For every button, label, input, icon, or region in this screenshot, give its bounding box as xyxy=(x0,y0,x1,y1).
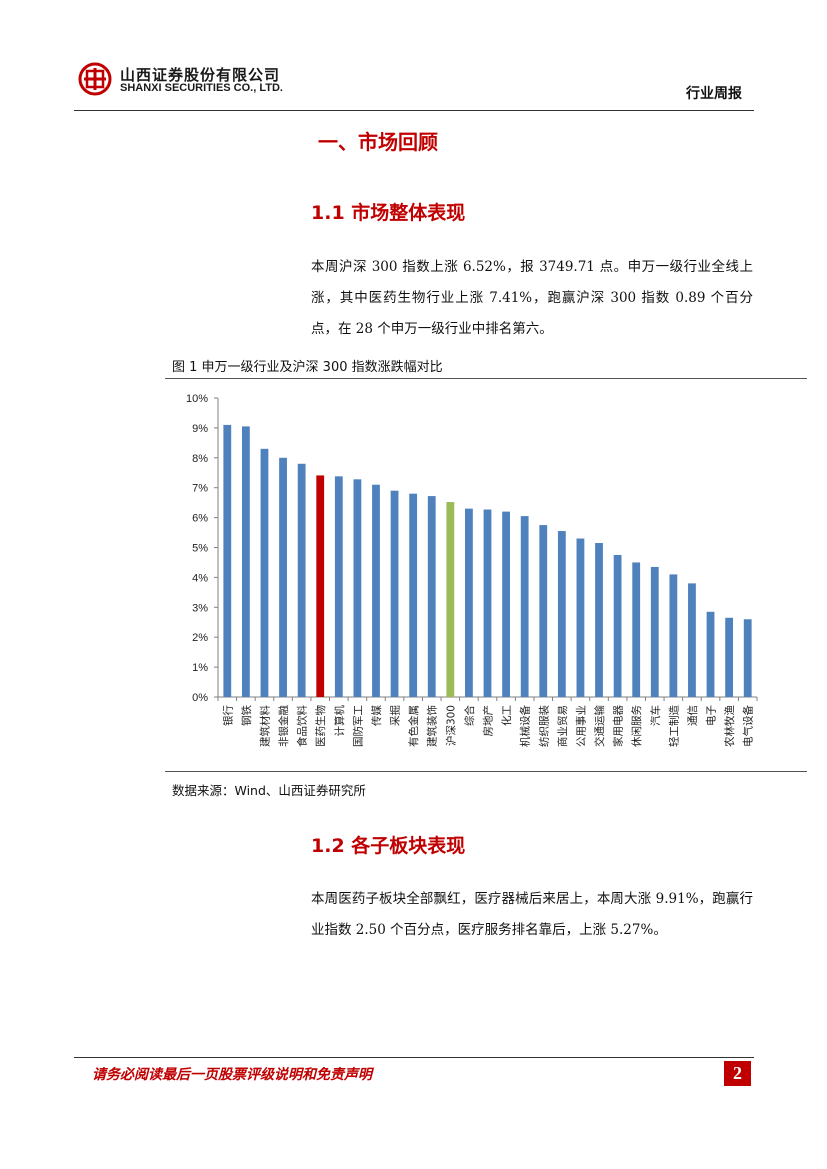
x-tick-label: 电子 xyxy=(705,705,718,726)
x-tick-label: 交通运输 xyxy=(593,705,606,747)
x-tick-label: 纺织服装 xyxy=(537,705,550,747)
figure-caption: 图 1 申万一级行业及沪深 300 指数涨跌幅对比 xyxy=(172,360,443,375)
x-tick-label: 计算机 xyxy=(333,705,346,737)
x-tick-label: 轻工制造 xyxy=(667,705,680,747)
bar-16 xyxy=(502,511,510,697)
subsection-heading-sub-sectors: 1.2 各子板块表现 xyxy=(311,835,466,857)
figure-top-rule xyxy=(165,378,807,379)
footer-divider xyxy=(74,1057,754,1058)
bar-17 xyxy=(520,516,529,697)
y-tick-label: 2% xyxy=(192,632,208,644)
x-tick-label: 机械设备 xyxy=(519,705,532,747)
x-tick-label: 有色金属 xyxy=(407,705,420,747)
y-tick-label: 7% xyxy=(192,483,208,495)
figure-bottom-rule xyxy=(165,771,807,772)
company-name-cn: 山西证券股份有限公司 xyxy=(120,66,281,84)
market-overall-paragraph: 本周沪深 300 指数上涨 6.52%，报 3749.71 点。申万一级行业全线… xyxy=(311,259,753,337)
y-tick-label: 9% xyxy=(192,423,208,435)
x-tick-label: 钢铁 xyxy=(240,705,253,726)
bar-2 xyxy=(241,426,250,697)
x-tick-label: 非银金融 xyxy=(277,705,290,747)
company-logo: 山西证券股份有限公司 SHANXI SECURITIES CO., LTD. xyxy=(78,62,338,98)
x-tick-label: 传媒 xyxy=(370,705,383,726)
y-tick-label: 4% xyxy=(192,572,208,584)
disclaimer-note: 请务必阅读最后一页股票评级说明和免责声明 xyxy=(92,1067,372,1083)
y-tick-label: 3% xyxy=(192,602,208,614)
x-tick-label: 电气设备 xyxy=(742,705,755,747)
bar-10 xyxy=(390,490,399,697)
x-tick-label: 医药生物 xyxy=(314,705,327,747)
bar-6 xyxy=(316,475,325,697)
bar-15 xyxy=(483,509,492,697)
x-tick-label: 建筑装饰 xyxy=(426,705,439,747)
bar-8 xyxy=(353,479,362,697)
company-logo-icon xyxy=(78,62,112,96)
bar-9 xyxy=(372,484,380,697)
x-tick-label: 汽车 xyxy=(649,705,662,726)
y-tick-label: 5% xyxy=(192,543,208,555)
x-tick-label: 银行 xyxy=(221,705,234,726)
header-divider xyxy=(74,110,754,111)
bar-27 xyxy=(706,611,715,697)
y-tick-label: 1% xyxy=(192,662,208,674)
bar-11 xyxy=(409,493,418,697)
x-tick-label: 休闲服务 xyxy=(630,705,643,747)
x-tick-label: 通信 xyxy=(687,705,699,726)
bar-22 xyxy=(613,554,622,697)
y-tick-label: 6% xyxy=(192,513,208,525)
bar-7 xyxy=(334,476,343,697)
x-tick-label: 食品饮料 xyxy=(296,705,309,747)
company-name-en: SHANXI SECURITIES CO., LTD. xyxy=(120,82,283,94)
report-type-label: 行业周报 xyxy=(686,86,742,102)
bar-19 xyxy=(557,531,566,697)
bar-5 xyxy=(297,463,306,697)
bar-12 xyxy=(427,496,436,697)
bar-20 xyxy=(576,538,585,697)
x-tick-label: 农林牧渔 xyxy=(723,705,736,747)
industry-returns-bar-chart: 0% 1% 2% 3% 4% 5% 6% 7% 8% 9% 10% 银行 钢铁 建筑材料 非银金融 食品饮料医… xyxy=(186,393,758,747)
bar-3 xyxy=(260,448,269,697)
y-tick-label: 8% xyxy=(192,453,208,465)
bar-13 xyxy=(446,502,455,697)
bar-24 xyxy=(650,566,659,697)
y-tick-label: 0% xyxy=(192,692,208,704)
x-tick-label: 家用电器 xyxy=(612,705,625,747)
bar-28 xyxy=(725,617,734,697)
x-tick-label: 沪深300 xyxy=(444,705,457,746)
bar-18 xyxy=(539,525,548,697)
bar-21 xyxy=(595,543,603,697)
bar-23 xyxy=(632,562,641,697)
bar-1 xyxy=(223,424,232,697)
bar-25 xyxy=(669,574,678,697)
section-title: 一、市场回顾 xyxy=(318,130,438,154)
bar-29 xyxy=(743,619,752,697)
x-tick-label: 综合 xyxy=(463,705,476,727)
bar-26 xyxy=(688,583,696,697)
x-tick-label: 化工 xyxy=(500,705,513,726)
data-source-note: 数据来源：Wind、山西证券研究所 xyxy=(172,783,366,798)
x-tick-label: 采掘 xyxy=(389,705,402,726)
x-tick-label: 国防军工 xyxy=(351,705,364,747)
bar-14 xyxy=(465,508,473,697)
x-tick-label: 商业贸易 xyxy=(556,705,569,747)
page-number: 2 xyxy=(724,1061,751,1086)
bar-4 xyxy=(279,457,287,697)
y-tick-label: 10% xyxy=(186,393,208,405)
x-tick-label: 公用事业 xyxy=(574,705,587,747)
subsection-heading-market-overall: 1.1 市场整体表现 xyxy=(311,202,466,224)
sub-sectors-paragraph: 本周医药子板块全部飘红，医疗器械后来居上，本周大涨 9.91%，跑赢行业指数 2… xyxy=(311,891,753,938)
x-tick-label: 建筑材料 xyxy=(258,705,271,747)
x-tick-label: 房地产 xyxy=(482,705,495,737)
